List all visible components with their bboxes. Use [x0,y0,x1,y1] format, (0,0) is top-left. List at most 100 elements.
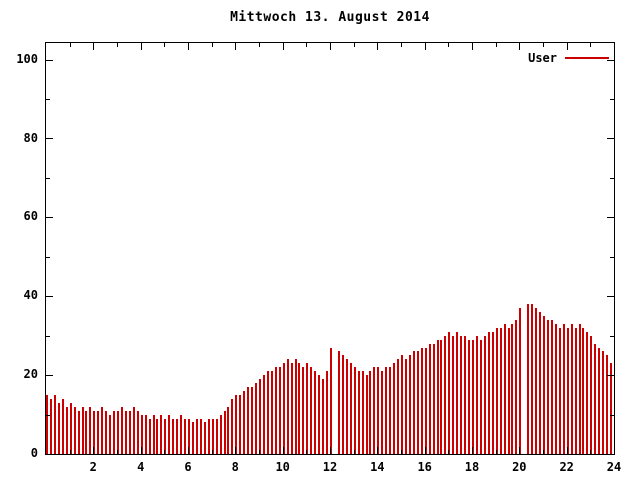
bar [546,319,549,454]
bar [610,363,613,454]
tick-mark [282,447,284,454]
bar [393,363,396,454]
bar [61,398,64,454]
bar [262,375,265,454]
bar [337,351,340,454]
bar [203,422,206,454]
bar [373,367,376,454]
bar [543,315,545,454]
x-tick-label: 2 [89,460,97,474]
bar [57,402,60,454]
bar [456,331,459,454]
tick-mark [448,43,450,47]
bar [85,410,88,454]
bar [77,410,80,454]
bar [65,406,68,454]
tick-mark [519,447,521,454]
bar [128,410,131,454]
tick-mark [607,59,614,61]
bar [109,414,112,454]
tick-mark [472,43,473,50]
bar [290,363,293,454]
bar [436,339,439,454]
bar [318,375,321,454]
tick-mark [424,43,426,50]
bar [527,304,530,454]
tick-mark [330,43,331,50]
bar [270,371,273,454]
bar [602,351,605,454]
bar [483,335,486,454]
bar [89,406,92,454]
bar [124,410,127,454]
bar [282,363,285,454]
bar [223,410,226,454]
legend-line-swatch [565,57,609,59]
bar [590,335,593,454]
bar [199,418,202,454]
bar [164,418,167,454]
tick-mark [610,99,614,100]
x-tick-label: 10 [275,460,290,474]
bar [578,323,581,454]
bar [479,339,482,454]
tick-mark [259,43,260,47]
y-tick-label: 0 [30,446,38,460]
bar [97,410,100,454]
bar [266,371,269,454]
bar [570,323,573,454]
tick-mark [543,450,544,454]
x-tick-label: 6 [184,460,192,474]
tick-mark [93,43,95,50]
bar [464,335,467,454]
bar [357,371,360,454]
bar [306,363,309,454]
bar [448,331,451,454]
x-tick-label: 14 [370,460,385,474]
bar [136,410,139,454]
tick-mark [46,217,53,219]
tick-mark [282,43,284,50]
bar [211,418,214,454]
bar [369,371,372,454]
tick-mark [306,450,308,454]
tick-mark [610,414,614,416]
y-tick-label: 20 [23,367,38,382]
tick-mark [164,43,166,47]
tick-mark [306,43,308,47]
legend: User [528,51,609,65]
tick-mark [46,296,53,298]
bar [314,371,317,454]
bar [243,390,246,454]
tick-mark [607,138,614,140]
bar [487,331,490,454]
tick-mark [46,375,53,377]
bar [507,327,510,454]
bar [302,367,305,454]
bar [101,406,104,454]
bar [120,406,123,454]
tick-mark [211,450,213,454]
bar [247,386,250,454]
tick-mark [188,447,189,454]
bar [562,323,565,454]
bar [156,418,159,454]
x-tick-label: 12 [322,460,338,474]
bar [397,359,400,454]
tick-mark [117,43,118,47]
tick-mark [69,450,71,454]
bar [365,375,368,454]
bar [207,418,210,454]
bar [515,319,518,454]
x-tick-label: 16 [417,460,432,474]
tick-mark [495,43,497,47]
bar [582,327,585,454]
bar [428,343,431,454]
bar [322,379,325,454]
tick-mark [46,59,53,61]
bar [566,327,569,454]
bar [412,351,415,454]
bar [349,363,352,454]
bar [558,327,561,454]
bar [416,351,419,454]
